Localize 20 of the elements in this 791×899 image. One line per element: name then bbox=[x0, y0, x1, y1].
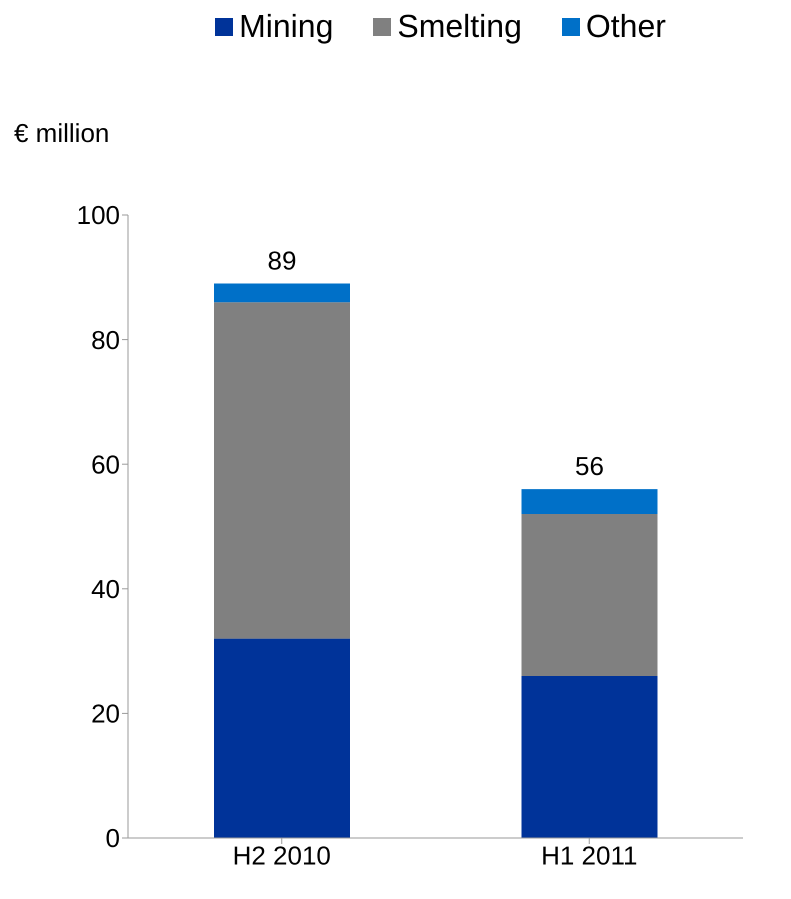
bar bbox=[214, 284, 350, 302]
y-axis-title: € million bbox=[14, 118, 110, 149]
total-label: 89 bbox=[268, 246, 296, 276]
y-tick-label: 100 bbox=[76, 200, 120, 230]
y-tick-label: 0 bbox=[106, 823, 120, 854]
y-tick-label: 80 bbox=[91, 324, 120, 355]
bar bbox=[522, 489, 658, 514]
bar bbox=[522, 676, 658, 838]
legend-label: Other bbox=[584, 8, 666, 45]
legend-label: Mining bbox=[238, 8, 334, 45]
bar bbox=[522, 514, 658, 676]
legend-label: Smelting bbox=[396, 8, 522, 45]
y-tick-label: 20 bbox=[91, 698, 120, 729]
bar bbox=[214, 302, 350, 639]
x-tick-label: H2 2010 bbox=[232, 840, 331, 870]
y-tick-label: 60 bbox=[91, 449, 120, 480]
bar bbox=[214, 638, 350, 838]
x-tick-label: H1 2011 bbox=[541, 840, 638, 870]
total-label: 56 bbox=[575, 451, 604, 482]
y-tick-label: 40 bbox=[91, 574, 120, 604]
